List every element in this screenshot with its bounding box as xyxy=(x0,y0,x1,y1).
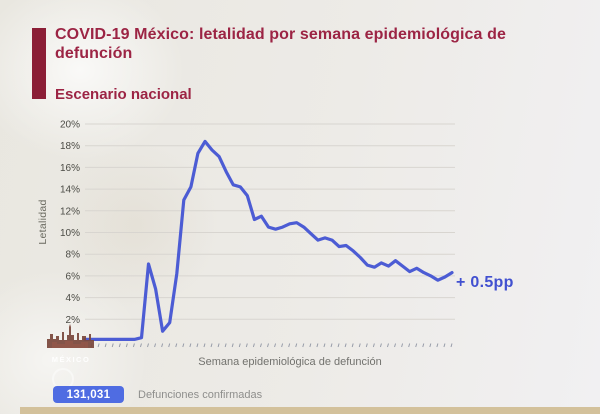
y-tick-label: 8% xyxy=(66,250,81,261)
x-tick xyxy=(238,343,241,348)
x-tick xyxy=(387,343,389,348)
x-tick xyxy=(196,343,199,348)
lethality-series-line xyxy=(83,139,454,341)
trend-annotation: + 0.5pp xyxy=(456,274,514,291)
x-tick xyxy=(217,343,220,348)
x-tick xyxy=(394,343,397,348)
mexico-skyline-logo-icon xyxy=(47,324,94,348)
x-axis-label: Semana epidemiológica de defunción xyxy=(198,356,382,368)
x-tick xyxy=(344,343,347,348)
y-tick-label: 12% xyxy=(60,206,80,217)
x-tick xyxy=(408,343,411,348)
x-tick xyxy=(189,343,192,348)
x-tick xyxy=(450,343,453,348)
mexico-logo-wordmark: MÉXICO xyxy=(51,355,91,364)
x-tick xyxy=(288,343,291,348)
x-tick xyxy=(429,343,432,348)
lethality-line-chart: 2% 4% 6% 8% 10% 12% 14% 16% 18% 20% Letalidad Sem… xyxy=(37,112,486,374)
page-subtitle: Escenario nacional xyxy=(55,86,192,103)
x-tick xyxy=(224,343,227,348)
x-tick xyxy=(111,343,114,348)
x-tick xyxy=(147,343,149,348)
x-tick xyxy=(295,343,298,348)
x-tick xyxy=(104,343,107,348)
x-tick xyxy=(422,343,425,348)
x-tick xyxy=(245,343,248,348)
y-tick-label: 2% xyxy=(66,315,81,326)
x-tick xyxy=(372,343,375,348)
footer-gold-bar xyxy=(20,407,600,414)
x-tick xyxy=(139,343,142,348)
x-tick xyxy=(252,343,255,348)
x-tick xyxy=(274,343,277,348)
x-tick xyxy=(125,343,128,348)
confirmed-deaths-badge: 131,031 xyxy=(53,386,124,403)
x-tick xyxy=(161,343,164,348)
y-tick-label: 4% xyxy=(66,293,81,304)
x-tick xyxy=(379,343,382,348)
x-tick xyxy=(210,343,213,348)
x-tick xyxy=(118,343,121,348)
x-tick xyxy=(351,343,354,348)
x-tick xyxy=(330,343,333,348)
y-tick-label: 10% xyxy=(60,228,80,239)
x-tick xyxy=(316,343,319,348)
x-tick xyxy=(337,343,340,348)
x-tick xyxy=(309,343,312,348)
x-tick xyxy=(175,343,178,348)
x-tick xyxy=(182,343,185,348)
y-axis-label: Letalidad xyxy=(37,199,49,245)
x-tick xyxy=(203,343,206,348)
x-tick xyxy=(281,343,284,348)
chart-canvas: 2% 4% 6% 8% 10% 12% 14% 16% 18% 20% xyxy=(60,120,455,348)
x-tick xyxy=(436,343,439,348)
title-accent-bar xyxy=(32,28,46,99)
y-tick-label: 18% xyxy=(60,141,80,152)
x-tick xyxy=(415,343,418,348)
x-tick xyxy=(97,343,100,348)
x-tick xyxy=(168,343,171,348)
x-tick xyxy=(302,343,305,348)
x-tick xyxy=(132,343,135,348)
x-tick xyxy=(401,343,404,348)
y-tick-label: 6% xyxy=(66,271,81,282)
x-tick xyxy=(259,343,262,348)
confirmed-deaths-label: Defunciones confirmadas xyxy=(138,389,263,401)
x-tick xyxy=(358,343,361,348)
x-tick xyxy=(323,343,326,348)
y-tick-label: 20% xyxy=(60,120,80,131)
x-tick xyxy=(231,343,234,348)
x-tick xyxy=(267,343,269,348)
x-tick xyxy=(154,343,157,348)
x-tick xyxy=(443,343,446,348)
page-title: COVID-19 México: letalidad por semana ep… xyxy=(55,26,506,62)
y-tick-label: 16% xyxy=(60,163,80,174)
y-tick-label: 14% xyxy=(60,185,80,196)
x-tick xyxy=(365,343,368,348)
